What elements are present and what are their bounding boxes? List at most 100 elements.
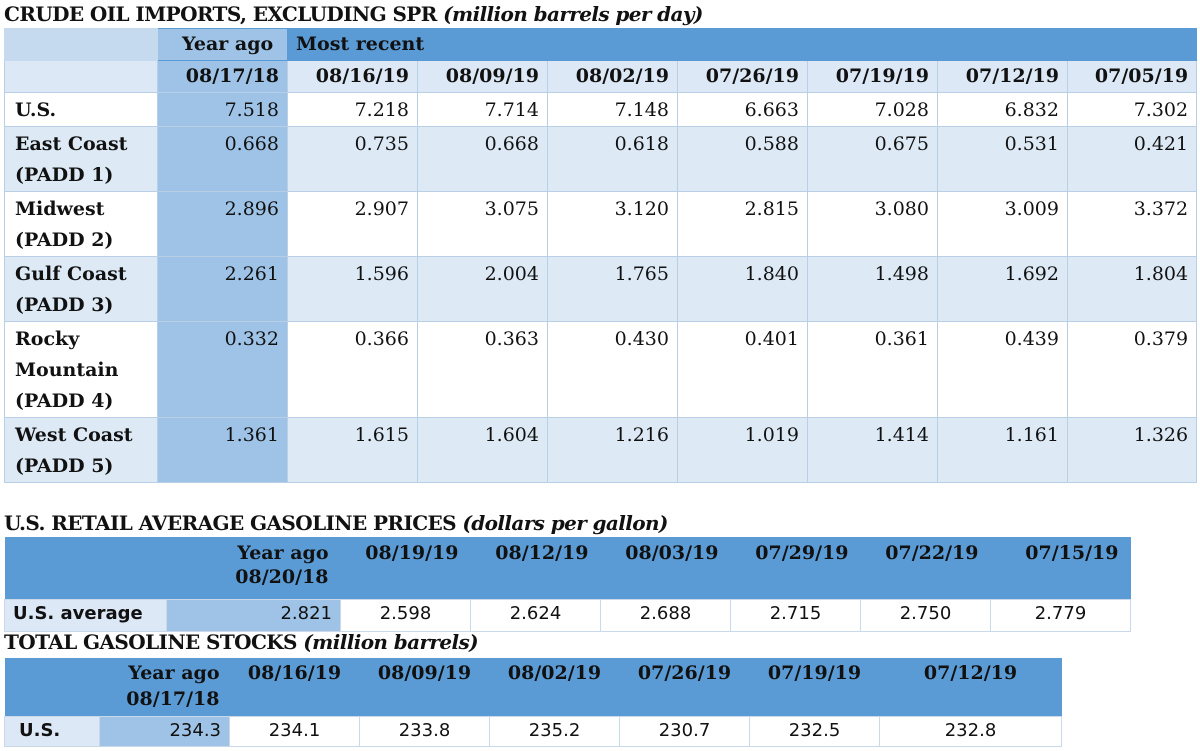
gasoline-prices-unit: (dollars per gallon) [462, 511, 668, 535]
value-cell: 1.361 [157, 417, 288, 483]
value-cell: 2.815 [677, 191, 808, 257]
value-cell: 0.430 [547, 321, 678, 418]
table-row: Gulf Coast (PADD 3) 2.261 1.596 2.004 1.765 1.… [4, 256, 1198, 322]
value-cell: 2.624 [470, 598, 601, 632]
value-cell: 234.1 [229, 715, 360, 747]
value-cell: 232.5 [749, 715, 880, 747]
value-cell: 0.361 [807, 321, 938, 418]
value-cell: 0.401 [677, 321, 808, 418]
value-cell: 7.518 [157, 92, 288, 127]
value-cell: 1.604 [417, 417, 548, 483]
value-cell: 1.161 [937, 417, 1068, 483]
header-blank-cell [4, 537, 167, 599]
value-cell: 235.2 [489, 715, 620, 747]
value-cell: 0.668 [417, 126, 548, 192]
value-cell: 0.675 [807, 126, 938, 192]
value-cell: 1.414 [807, 417, 938, 483]
date-header-cell: 07/26/19 [677, 60, 808, 93]
value-cell: 1.692 [937, 256, 1068, 322]
value-cell: 6.832 [937, 92, 1068, 127]
row-label-line: East Coast [15, 133, 128, 155]
year-ago-value: 234.3 [99, 715, 230, 747]
table-row: East Coast (PADD 1) 0.668 0.735 0.668 0.618 0.… [4, 126, 1198, 192]
value-cell: 0.668 [157, 126, 288, 192]
date-header-cell: 07/05/19 [1066, 60, 1198, 93]
date-header-cell: 08/17/18 [157, 60, 288, 93]
value-cell: 2.598 [340, 598, 471, 632]
value-cell: 233.8 [359, 715, 490, 747]
crude-dates-row: 08/17/18 08/16/19 08/09/19 08/02/19 07/26/19… [4, 60, 1198, 93]
gasoline-prices-table: Year ago 08/20/18 08/19/19 08/12/19 08/03/… [4, 537, 1131, 632]
value-cell: 232.8 [879, 715, 1062, 747]
value-cell: 0.618 [547, 126, 678, 192]
gasoline-stocks-unit: (million barrels) [303, 630, 479, 654]
date-header-cell: 08/09/19 [359, 658, 490, 716]
row-label-line: (PADD 2) [15, 229, 114, 251]
date-header-cell: 08/09/19 [417, 60, 548, 93]
gasoline-prices-row: U.S. average 2.821 2.598 2.624 2.688 2.715 2… [4, 598, 1131, 632]
value-cell: 3.120 [547, 191, 678, 257]
value-cell: 7.714 [417, 92, 548, 127]
value-cell: 1.326 [1066, 417, 1198, 483]
value-cell: 2.779 [990, 598, 1131, 632]
row-label-line: West Coast [15, 424, 133, 446]
row-label: Gulf Coast (PADD 3) [4, 256, 158, 322]
year-ago-date: 08/17/18 [126, 688, 220, 710]
date-header-cell: 07/12/19 [937, 60, 1068, 93]
gasoline-prices-header-row: Year ago 08/20/18 08/19/19 08/12/19 08/03/… [4, 537, 1131, 599]
value-cell: 3.080 [807, 191, 938, 257]
value-cell: 2.261 [157, 256, 288, 322]
value-cell: 1.498 [807, 256, 938, 322]
value-cell: 1.765 [547, 256, 678, 322]
value-cell: 1.615 [287, 417, 418, 483]
gasoline-stocks-row: U.S. 234.3 234.1 233.8 235.2 230.7 232.5 232.… [4, 715, 1062, 747]
row-label: Rocky Mountain (PADD 4) [4, 321, 158, 418]
year-ago-label: Year ago [237, 542, 329, 564]
value-cell: 0.588 [677, 126, 808, 192]
row-label: East Coast (PADD 1) [4, 126, 158, 192]
gasoline-stocks-title: TOTAL GASOLINE STOCKS (million barrels) [4, 630, 479, 654]
value-cell: 3.075 [417, 191, 548, 257]
value-cell: 230.7 [619, 715, 750, 747]
year-ago-date: 08/20/18 [235, 566, 329, 588]
crude-imports-table: Year ago Most recent 08/17/18 08/16/19 08/… [4, 28, 1198, 483]
crude-imports-title: CRUDE OIL IMPORTS, EXCLUDING SPR (millio… [4, 2, 703, 26]
year-ago-label: Year ago [128, 662, 220, 684]
value-cell: 1.804 [1066, 256, 1198, 322]
row-label: U.S. average [4, 598, 167, 632]
date-header-cell: 07/26/19 [619, 658, 750, 716]
value-cell: 7.218 [287, 92, 418, 127]
date-header-cell: 07/15/19 [990, 537, 1131, 599]
value-cell: 0.363 [417, 321, 548, 418]
value-cell: 7.028 [807, 92, 938, 127]
row-label-line: (PADD 3) [15, 294, 114, 316]
gasoline-prices-title: U.S. RETAIL AVERAGE GASOLINE PRICES (dol… [4, 511, 668, 535]
table-row: Midwest (PADD 2) 2.896 2.907 3.075 3.120 2.815… [4, 191, 1198, 257]
value-cell: 1.596 [287, 256, 418, 322]
value-cell: 2.715 [730, 598, 861, 632]
date-header-cell: 07/19/19 [749, 658, 880, 716]
value-cell: 7.148 [547, 92, 678, 127]
header-blank-cell [4, 658, 100, 716]
crude-header-row: Year ago Most recent [4, 28, 1198, 61]
header-blank-cell [4, 28, 158, 61]
value-cell: 2.896 [157, 191, 288, 257]
value-cell: 1.019 [677, 417, 808, 483]
date-header-cell: 07/29/19 [730, 537, 861, 599]
row-label-line: Gulf Coast [15, 263, 127, 285]
date-header-cell: 08/02/19 [547, 60, 678, 93]
date-header-cell: 08/02/19 [489, 658, 620, 716]
value-cell: 3.009 [937, 191, 1068, 257]
date-header-cell: 08/19/19 [340, 537, 471, 599]
row-label-line: Mountain [15, 359, 119, 381]
year-ago-header: Year ago [157, 28, 288, 61]
gasoline-stocks-table: Year ago 08/17/18 08/16/19 08/09/19 08/02/… [4, 658, 1062, 747]
value-cell: 0.439 [937, 321, 1068, 418]
date-header-cell: 08/12/19 [470, 537, 601, 599]
row-label: Midwest (PADD 2) [4, 191, 158, 257]
row-label-line: (PADD 1) [15, 164, 114, 186]
date-header-cell: 07/19/19 [807, 60, 938, 93]
row-label: U.S. [4, 715, 100, 747]
year-ago-value: 2.821 [166, 598, 341, 632]
value-cell: 7.302 [1066, 92, 1198, 127]
